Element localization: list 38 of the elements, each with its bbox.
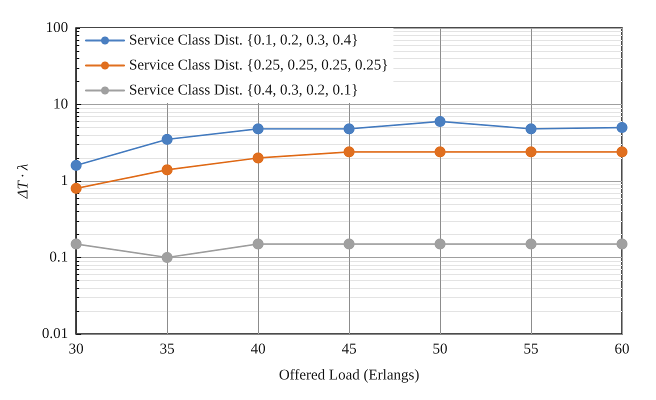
legend-label: Service Class Dist. {0.25, 0.25, 0.25, 0.25} (129, 58, 388, 74)
point (252, 238, 264, 250)
y-tick-label: 10 (53, 96, 68, 112)
point (526, 146, 537, 158)
point (526, 238, 537, 250)
x-tick-label: 30 (68, 342, 84, 358)
point (434, 146, 446, 158)
point (616, 146, 628, 158)
point (162, 252, 173, 263)
point (344, 238, 355, 250)
y-tick-label: 0.1 (49, 250, 68, 266)
y-tick-label: 1 (60, 173, 68, 189)
y-axis-title: ΔT · λ (16, 163, 32, 200)
x-tick-label: 50 (432, 342, 448, 358)
x-tick-label: 40 (250, 342, 266, 358)
x-tick-label: 55 (524, 342, 539, 358)
x-axis-title: Offered Load (Erlangs) (278, 368, 420, 384)
x-tick-label: 45 (342, 342, 357, 358)
point (70, 238, 82, 250)
y-tick-label: 100 (46, 20, 68, 36)
point (616, 238, 628, 250)
point (70, 160, 82, 171)
legend-label: Service Class Dist. {0.1, 0.2, 0.3, 0.4} (129, 32, 358, 48)
point (252, 152, 264, 164)
point (344, 146, 355, 158)
point (162, 134, 173, 145)
legend-label: Service Class Dist. {0.4, 0.3, 0.2, 0.1} (129, 82, 358, 98)
point (616, 122, 628, 134)
point (344, 123, 355, 134)
point (434, 116, 446, 127)
point (162, 164, 173, 176)
point (252, 123, 264, 134)
point (70, 182, 82, 194)
x-tick-label: 60 (614, 342, 630, 358)
point (434, 238, 446, 250)
point (526, 123, 537, 134)
x-tick-label: 35 (160, 342, 175, 358)
y-tick-label: 0.01 (42, 326, 68, 342)
